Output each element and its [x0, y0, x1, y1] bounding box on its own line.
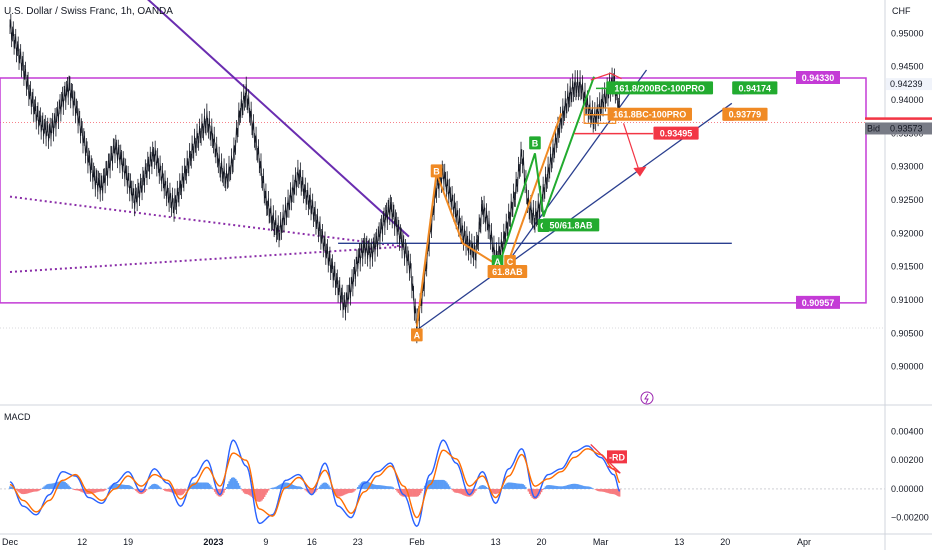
annotation-tag: [430, 164, 443, 178]
annotation-label: 161.8BC-100PRO: [613, 110, 686, 120]
annotation-tag: [732, 81, 778, 95]
x-tick-label: 2023: [203, 537, 223, 547]
x-tick-label: Mar: [593, 537, 609, 547]
price-tag-name: Bid: [867, 123, 880, 133]
green-pattern: [496, 76, 595, 271]
y-tick-label: 0.91000: [891, 295, 924, 305]
macd-pane: -RD: [0, 439, 885, 528]
x-tick-label: Apr: [797, 537, 811, 547]
y-tick-label: 0.90500: [891, 328, 924, 338]
orange-pattern: [415, 112, 563, 327]
annotation-tag: [529, 136, 541, 150]
annotation-tag: [606, 81, 714, 95]
price-tag-bg: [886, 78, 932, 91]
x-tick-label: 20: [537, 537, 547, 547]
y-tick-label: 0.94000: [891, 95, 924, 105]
event-lightning-icon: [640, 391, 654, 405]
dotted-trend-upper: [9, 195, 404, 248]
price-tag-value: 0.94239: [890, 79, 923, 89]
drawings-front: [415, 72, 657, 327]
x-tick-label: 23: [353, 537, 363, 547]
y-tick-label: 0.92000: [891, 228, 924, 238]
y-tick-label: 0.95000: [891, 28, 924, 38]
annotation-label: A: [414, 330, 421, 340]
lightning-bolt-icon: [644, 393, 649, 404]
annotation-label: 161.8/200BC-100PRO: [614, 83, 705, 93]
hline-tag: [796, 71, 840, 84]
annotation-tag: [504, 255, 516, 268]
annotation-label: 0.93495: [660, 129, 693, 139]
pattern-annotations: ABAC61.8ABBC50/61.8AB161.8/200BC-100PROD…: [411, 81, 778, 342]
dotted-trend-lower: [9, 245, 404, 273]
red-arrow-top: [590, 72, 622, 81]
y-tick-label: 0.93000: [891, 162, 924, 172]
annotation-label: B: [433, 166, 440, 176]
x-tick-label: 13: [674, 537, 684, 547]
annotation-label: C: [507, 257, 514, 267]
x-tick-label: 9: [263, 537, 268, 547]
x-tick-label: 12: [77, 537, 87, 547]
macd-label: MACD: [4, 412, 31, 422]
price-line: [9, 21, 620, 336]
currency-label: CHF: [892, 6, 911, 16]
macd-y-tick-label: −0.00200: [891, 513, 929, 523]
annotation-label: A: [494, 257, 501, 267]
annotation-tag: [542, 218, 600, 232]
annotation-tag: [653, 126, 699, 140]
annotation-tag: [607, 107, 692, 121]
x-tick-label: 16: [307, 537, 317, 547]
annotation-label: 0.94174: [739, 83, 772, 93]
annotation-label: 0.93779: [729, 110, 762, 120]
hline-tag-label: 0.90957: [802, 298, 835, 308]
red-arrow-down: [622, 123, 641, 174]
annotation-tag: [491, 255, 504, 268]
price-tag-value: 0.93573: [890, 123, 923, 133]
uptrend-line-long: [416, 102, 733, 331]
x-tick-label: 13: [491, 537, 501, 547]
y-tick-label: 0.92500: [891, 195, 924, 205]
macd-y-tick-label: 0.00200: [891, 455, 924, 465]
macd-y-tick-label: 0.00400: [891, 427, 924, 437]
x-tick-label: Dec: [2, 537, 19, 547]
y-tick-label: 0.90000: [891, 362, 924, 372]
x-tick-label: 20: [720, 537, 730, 547]
price-tag-name-bg: [865, 122, 886, 135]
annotation-tag: [487, 265, 528, 278]
macd-y-tick-label: 0.00000: [891, 484, 924, 494]
hline-tag: [796, 295, 840, 309]
red-arrow-head: [633, 166, 647, 177]
chart-title: U.S. Dollar / Swiss Franc, 1h, OANDA: [4, 6, 173, 17]
x-tick-label: Feb: [409, 537, 425, 547]
divergence-label: -RD: [609, 452, 625, 462]
annotation-label: 50/61.8AB: [550, 220, 594, 230]
price-tag-bg: [886, 122, 932, 135]
divergence-tag: [606, 450, 627, 464]
y-tick-label: 0.94500: [891, 62, 924, 72]
annotation-label: 61.8AB: [492, 267, 523, 277]
signal-line: [9, 448, 621, 519]
y-tick-label: 0.91500: [891, 262, 924, 272]
x-tick-label: 19: [123, 537, 133, 547]
range-box: [0, 77, 867, 304]
drawings-back: 0.94330 0.90957: [0, 0, 885, 331]
downtrend-line: [147, 0, 410, 238]
annotation-tag: [722, 107, 768, 121]
divergence-line: [590, 443, 621, 474]
annotation-label: B: [532, 138, 539, 148]
annotation-tag: [411, 328, 423, 342]
uptrend-line-short: [501, 69, 648, 271]
price-series: [9, 13, 620, 344]
hline-tag-label: 0.94330: [802, 73, 835, 83]
